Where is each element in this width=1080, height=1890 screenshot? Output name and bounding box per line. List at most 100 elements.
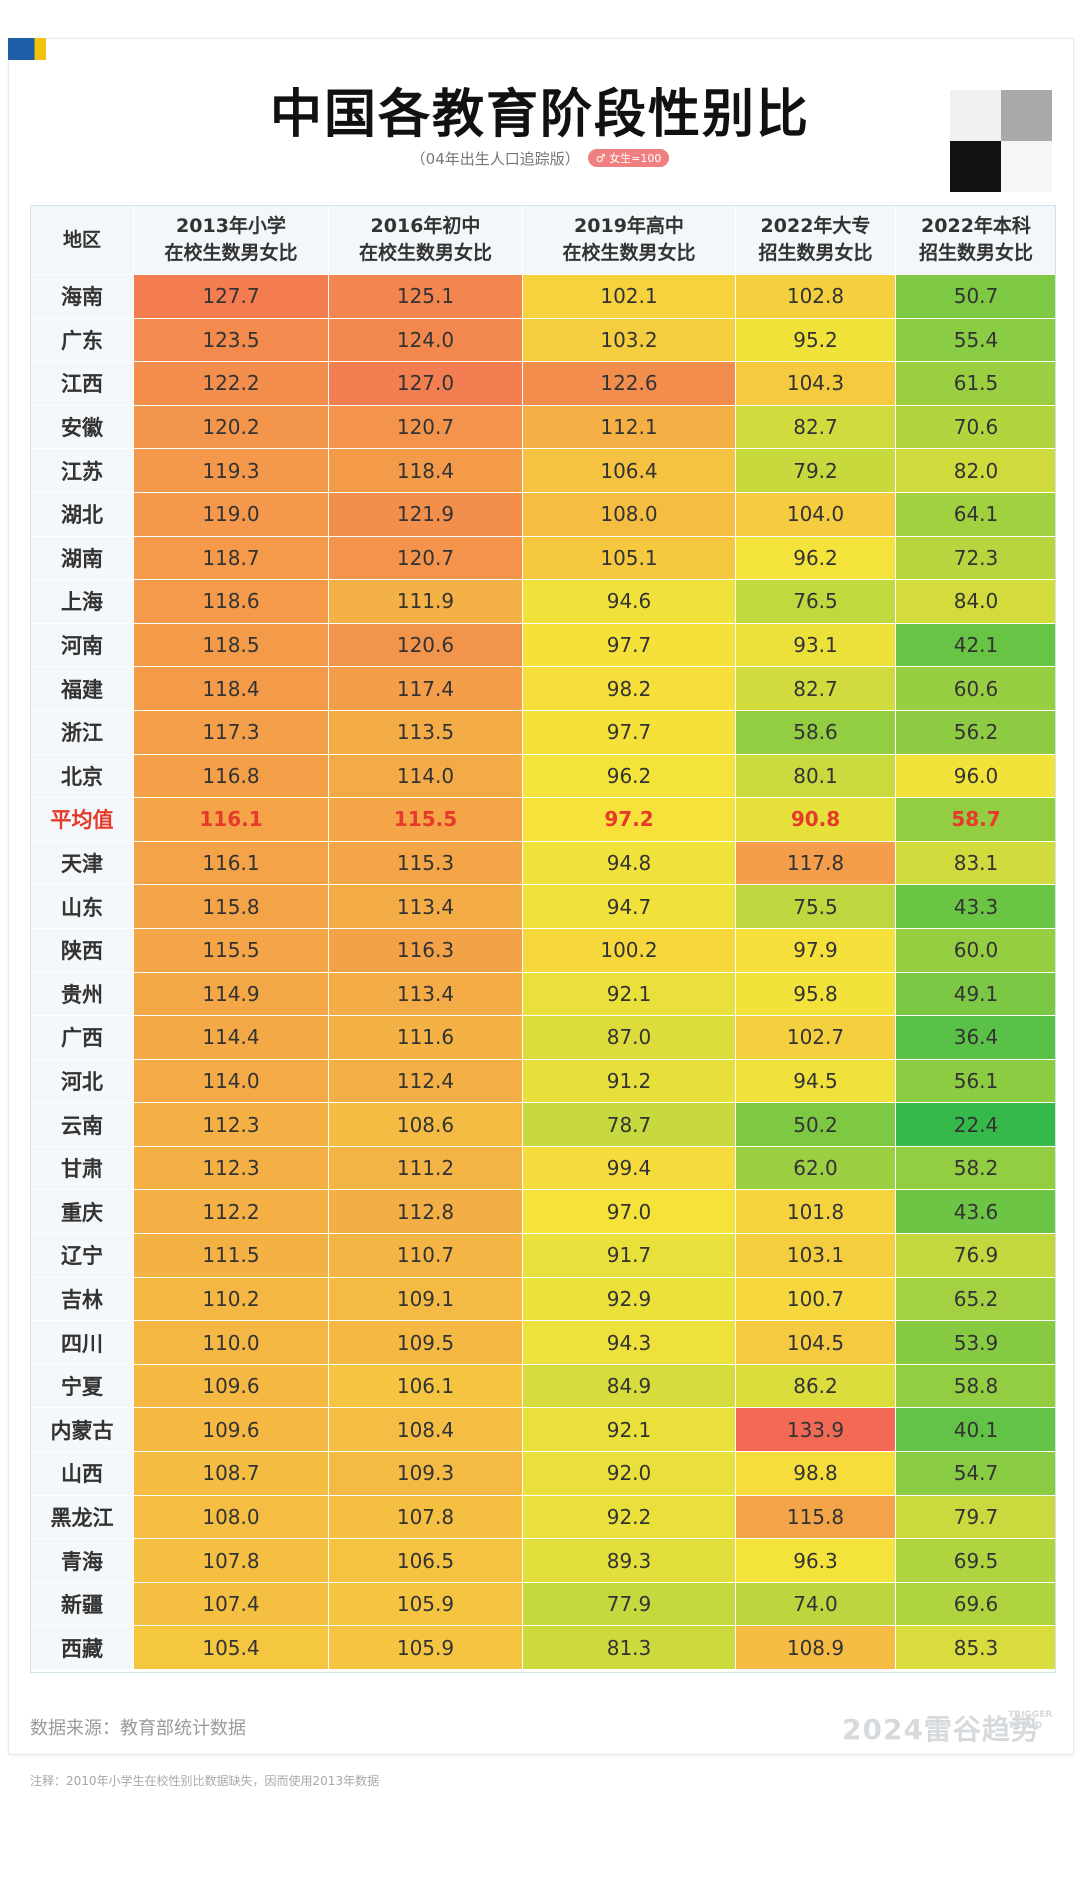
value-cell: 118.4 bbox=[328, 448, 523, 493]
value-cell: 76.9 bbox=[895, 1233, 1057, 1278]
value-cell: 115.5 bbox=[328, 797, 523, 842]
region-label: 新疆 bbox=[30, 1581, 134, 1627]
value-cell: 110.7 bbox=[328, 1233, 523, 1278]
value-cell: 92.9 bbox=[522, 1276, 736, 1322]
value-cell: 110.2 bbox=[133, 1276, 329, 1322]
region-label: 河北 bbox=[30, 1058, 134, 1104]
value-cell: 87.0 bbox=[522, 1015, 736, 1060]
value-cell: 118.5 bbox=[133, 622, 329, 668]
table-row: 河北 114.0 112.4 91.2 94.5 56.1 bbox=[30, 1058, 1057, 1104]
value-cell: 75.5 bbox=[735, 884, 896, 929]
region-label: 四川 bbox=[30, 1320, 134, 1365]
value-cell: 116.3 bbox=[328, 927, 523, 973]
qr-code-icon bbox=[950, 90, 1052, 192]
value-cell: 113.4 bbox=[328, 884, 523, 929]
subtitle: （04年出生人口追踪版） ♂ 女生=100 bbox=[0, 148, 1080, 169]
value-cell: 43.3 bbox=[895, 884, 1057, 929]
value-cell: 58.2 bbox=[895, 1145, 1057, 1191]
value-cell: 101.8 bbox=[735, 1189, 896, 1235]
brand-corner-accent bbox=[8, 38, 46, 60]
value-cell: 58.7 bbox=[895, 797, 1057, 842]
region-label: 江西 bbox=[30, 361, 134, 406]
region-label: 北京 bbox=[30, 753, 134, 799]
value-cell: 113.4 bbox=[328, 971, 523, 1017]
region-label: 云南 bbox=[30, 1102, 134, 1147]
value-cell: 102.1 bbox=[522, 274, 736, 319]
table-row: 江西 122.2 127.0 122.6 104.3 61.5 bbox=[30, 361, 1057, 406]
column-header-region: 地区 bbox=[30, 205, 134, 275]
region-label: 湖北 bbox=[30, 491, 134, 537]
footnote: 注释：2010年小学生在校性别比数据缺失，因而使用2013年数据 bbox=[30, 1774, 380, 1788]
region-label: 福建 bbox=[30, 666, 134, 711]
value-cell: 78.7 bbox=[522, 1102, 736, 1147]
value-cell: 92.1 bbox=[522, 1407, 736, 1453]
table-row: 辽宁 111.5 110.7 91.7 103.1 76.9 bbox=[30, 1233, 1057, 1278]
value-cell: 115.3 bbox=[328, 840, 523, 886]
value-cell: 94.6 bbox=[522, 579, 736, 624]
region-label: 内蒙古 bbox=[30, 1407, 134, 1453]
value-cell: 116.8 bbox=[133, 753, 329, 799]
value-cell: 109.6 bbox=[133, 1407, 329, 1453]
table-row: 山东 115.8 113.4 94.7 75.5 43.3 bbox=[30, 884, 1057, 929]
region-label: 宁夏 bbox=[30, 1363, 134, 1409]
table-row: 新疆 107.4 105.9 77.9 74.0 69.6 bbox=[30, 1581, 1057, 1627]
region-label: 吉林 bbox=[30, 1276, 134, 1322]
region-label: 山西 bbox=[30, 1451, 134, 1496]
value-cell: 118.7 bbox=[133, 535, 329, 581]
value-cell: 123.5 bbox=[133, 317, 329, 363]
value-cell: 111.6 bbox=[328, 1015, 523, 1060]
value-cell: 96.3 bbox=[735, 1538, 896, 1583]
column-header: 2016年初中 在校生数男女比 bbox=[328, 205, 523, 275]
value-cell: 56.2 bbox=[895, 709, 1057, 755]
value-cell: 82.7 bbox=[735, 666, 896, 711]
value-cell: 107.8 bbox=[328, 1494, 523, 1540]
value-cell: 105.9 bbox=[328, 1625, 523, 1670]
value-cell: 56.1 bbox=[895, 1058, 1057, 1104]
value-cell: 96.2 bbox=[735, 535, 896, 581]
value-cell: 94.3 bbox=[522, 1320, 736, 1365]
value-cell: 133.9 bbox=[735, 1407, 896, 1453]
value-cell: 54.7 bbox=[895, 1451, 1057, 1496]
value-cell: 125.1 bbox=[328, 274, 523, 319]
value-cell: 105.4 bbox=[133, 1625, 329, 1670]
value-cell: 84.9 bbox=[522, 1363, 736, 1409]
table-row: 吉林 110.2 109.1 92.9 100.7 65.2 bbox=[30, 1276, 1057, 1322]
table-row: 甘肃 112.3 111.2 99.4 62.0 58.2 bbox=[30, 1145, 1057, 1191]
value-cell: 64.1 bbox=[895, 491, 1057, 537]
value-cell: 58.8 bbox=[895, 1363, 1057, 1409]
region-label: 西藏 bbox=[30, 1625, 134, 1670]
table-row: 广西 114.4 111.6 87.0 102.7 36.4 bbox=[30, 1015, 1057, 1060]
value-cell: 120.7 bbox=[328, 535, 523, 581]
column-header: 2019年高中 在校生数男女比 bbox=[522, 205, 736, 275]
value-cell: 36.4 bbox=[895, 1015, 1057, 1060]
value-cell: 110.0 bbox=[133, 1320, 329, 1365]
value-cell: 42.1 bbox=[895, 622, 1057, 668]
value-cell: 112.3 bbox=[133, 1145, 329, 1191]
table-row: 天津 116.1 115.3 94.8 117.8 83.1 bbox=[30, 840, 1057, 886]
table-row: 福建 118.4 117.4 98.2 82.7 60.6 bbox=[30, 666, 1057, 711]
table-row: 青海 107.8 106.5 89.3 96.3 69.5 bbox=[30, 1538, 1057, 1583]
value-cell: 127.0 bbox=[328, 361, 523, 406]
value-cell: 108.4 bbox=[328, 1407, 523, 1453]
sex-ratio-table: 地区 2013年小学 在校生数男女比 2016年初中 在校生数男女比 2019年高中 在校生… bbox=[30, 205, 1057, 1670]
value-cell: 99.4 bbox=[522, 1145, 736, 1191]
value-cell: 106.5 bbox=[328, 1538, 523, 1583]
value-cell: 94.7 bbox=[522, 884, 736, 929]
value-cell: 74.0 bbox=[735, 1581, 896, 1627]
value-cell: 80.1 bbox=[735, 753, 896, 799]
region-label: 贵州 bbox=[30, 971, 134, 1017]
value-cell: 103.2 bbox=[522, 317, 736, 363]
column-header: 2022年本科 招生数男女比 bbox=[895, 205, 1057, 275]
region-label: 青海 bbox=[30, 1538, 134, 1583]
table-row: 广东 123.5 124.0 103.2 95.2 55.4 bbox=[30, 317, 1057, 363]
value-cell: 50.2 bbox=[735, 1102, 896, 1147]
value-cell: 92.2 bbox=[522, 1494, 736, 1540]
table-row: 上海 118.6 111.9 94.6 76.5 84.0 bbox=[30, 579, 1057, 624]
value-cell: 61.5 bbox=[895, 361, 1057, 406]
value-cell: 115.8 bbox=[133, 884, 329, 929]
table-body: 海南 127.7 125.1 102.1 102.8 50.7 广东 123.5 124.0 10… bbox=[30, 274, 1057, 1670]
table-row: 黑龙江 108.0 107.8 92.2 115.8 79.7 bbox=[30, 1494, 1057, 1540]
value-cell: 105.9 bbox=[328, 1581, 523, 1627]
value-cell: 58.6 bbox=[735, 709, 896, 755]
value-cell: 65.2 bbox=[895, 1276, 1057, 1322]
